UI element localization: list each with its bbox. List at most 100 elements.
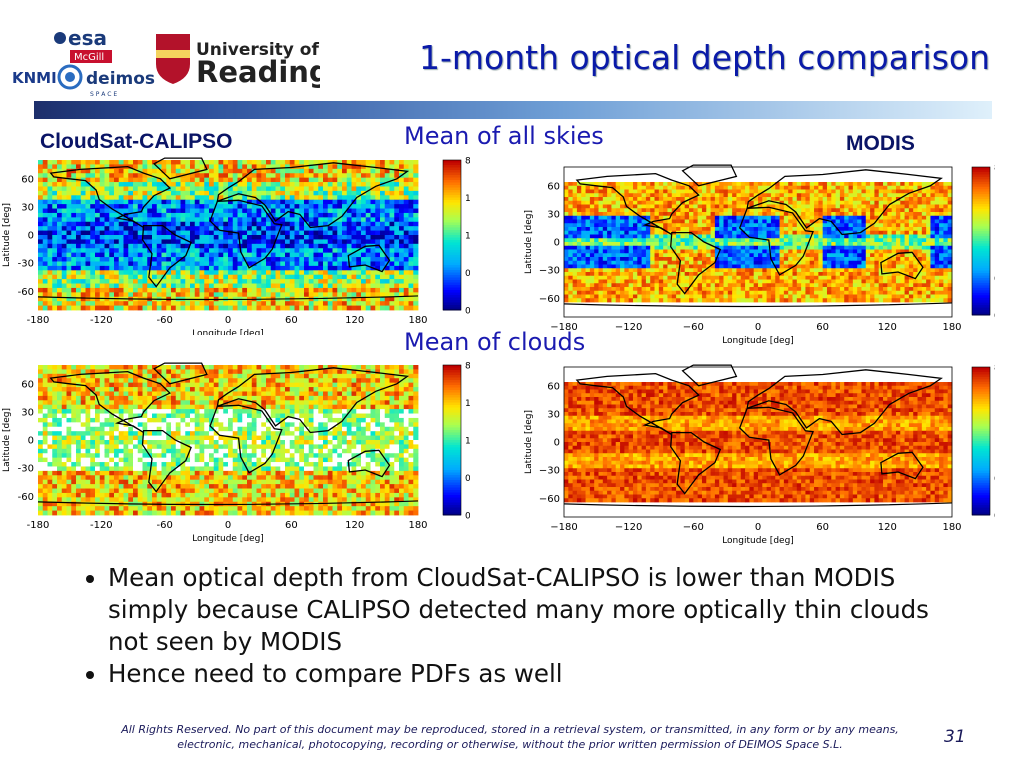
map-panel-calipso-clouds: -180 -120 -60 0 60 120 180 Longitude [deg] 60 30 0… [0, 355, 485, 559]
deimos-logo: deimos S P A C E [86, 69, 155, 98]
x-tick-label: -60 [156, 520, 172, 531]
y-tick-label: 30 [547, 409, 560, 420]
x-tick-label: -60 [156, 315, 172, 326]
antarctica-outline [563, 502, 953, 508]
colorbar-tick-label: 10 [465, 399, 470, 409]
partner-logos: esa McGill KNMI deimos S P A C E Univers… [10, 20, 330, 100]
plot-frame [563, 166, 953, 318]
y-tick-label: 30 [21, 407, 34, 418]
continent-outline [216, 367, 410, 434]
continent-outline [141, 429, 192, 493]
continent-outline [670, 231, 722, 295]
y-axis-label: Latitude [deg] [524, 410, 534, 474]
y-tick-label: −60 [539, 294, 560, 305]
x-tick-label: −180 [550, 522, 577, 533]
continent-outline [746, 369, 943, 436]
continent-outline [681, 164, 738, 187]
colorbar-tick-label: 0.1 [465, 474, 470, 484]
colorbar-tick-label: 0.01 [465, 307, 470, 317]
continent-outline [575, 172, 700, 236]
y-tick-label: 0 [554, 438, 560, 449]
x-tick-label: -120 [90, 520, 113, 531]
continent-outline [209, 199, 283, 269]
continent-outline [347, 244, 391, 273]
left-dataset-label: CloudSat-CALIPSO [40, 130, 233, 153]
continent-outline [216, 162, 410, 229]
coastline-outlines [563, 364, 953, 508]
antarctica-outline [563, 302, 953, 308]
colorbar [971, 166, 991, 316]
colorbar-tick-label: 10 [465, 194, 470, 204]
colorbar-tick-label: 0.01 [994, 512, 995, 522]
reading-logo-line1: University of [196, 40, 319, 60]
colorbar-tick-label: 10 [994, 401, 995, 411]
section-label-all-skies: Mean of all skies [404, 122, 604, 150]
copyright-footer: All Rights Reserved. No part of this doc… [121, 723, 899, 751]
y-tick-label: 30 [21, 202, 34, 213]
x-tick-label: 120 [345, 520, 364, 531]
colorbar-tick-label: 0.01 [465, 512, 470, 522]
colorbar-tick-label: 0.1 [994, 475, 995, 485]
x-tick-label: -120 [90, 315, 113, 326]
heatmap-field [38, 365, 419, 516]
continent-outline [209, 404, 283, 474]
x-tick-label: −120 [615, 322, 642, 333]
coastline-outlines [37, 362, 419, 506]
continent-outline [738, 206, 814, 276]
reading-logo-line2: Reading [196, 55, 320, 89]
y-axis-label: Latitude [deg] [524, 210, 534, 274]
colorbar-tick-label: 0.1 [994, 275, 995, 285]
y-tick-label: 30 [547, 209, 560, 220]
colorbar-tick-label: 1 [994, 438, 995, 448]
y-tick-label: −30 [539, 266, 560, 277]
colorbar-tick-label: 0.01 [994, 312, 995, 322]
colorbar [442, 364, 462, 516]
colorbar-tick-label: 10 [994, 201, 995, 211]
y-tick-label: 60 [547, 181, 560, 192]
knmi-logo: KNMI [12, 64, 83, 90]
x-tick-label: 60 [816, 522, 829, 533]
y-tick-label: -60 [18, 492, 34, 503]
coastline-outlines [37, 157, 419, 301]
x-axis-label: Longitude [deg] [722, 336, 794, 345]
y-axis-label: Latitude [deg] [2, 203, 12, 267]
x-axis-label: Longitude [deg] [192, 329, 264, 335]
y-tick-label: -30 [18, 259, 34, 270]
x-tick-label: 180 [942, 522, 961, 533]
continent-outline [880, 451, 924, 480]
continent-outline [49, 165, 172, 229]
continent-outline [141, 224, 192, 288]
continent-outline [49, 370, 172, 434]
x-tick-label: −60 [683, 322, 704, 333]
colorbar [442, 159, 462, 311]
x-tick-label: 0 [755, 322, 761, 333]
antarctica-outline [37, 500, 419, 506]
slide-title: 1-month optical depth comparison [419, 38, 990, 77]
x-tick-label: 180 [942, 322, 961, 333]
colorbar-tick-label: 80 [994, 164, 995, 174]
y-tick-label: 60 [547, 381, 560, 392]
x-tick-label: 60 [285, 315, 298, 326]
reading-logo: University of Reading [156, 34, 330, 89]
plot-frame [563, 366, 953, 518]
x-tick-label: 0 [225, 315, 231, 326]
deimos-sub-text: S P A C E [90, 91, 117, 98]
mcgill-logo-text: McGill [74, 52, 104, 63]
x-tick-label: 120 [878, 522, 897, 533]
x-tick-label: −120 [615, 522, 642, 533]
colorbar-tick-label: 80 [994, 364, 995, 374]
continent-outline [681, 364, 738, 387]
y-axis-label: Latitude [deg] [2, 408, 12, 472]
x-tick-label: 0 [225, 520, 231, 531]
continent-outline [153, 362, 208, 385]
bullet-item: Hence need to compare PDFs as well [108, 658, 970, 690]
x-tick-label: −60 [683, 522, 704, 533]
x-axis-label: Longitude [deg] [722, 536, 794, 545]
colorbar [971, 366, 991, 516]
header-divider-bar [34, 101, 992, 119]
x-tick-label: 60 [816, 322, 829, 333]
y-tick-label: −60 [539, 494, 560, 505]
x-tick-label: 0 [755, 522, 761, 533]
map-panel-modis-all-skies: −180 −120 −60 0 60 120 180 Longitude [deg] 60 30 0… [520, 155, 1014, 349]
page-number: 31 [944, 727, 966, 747]
